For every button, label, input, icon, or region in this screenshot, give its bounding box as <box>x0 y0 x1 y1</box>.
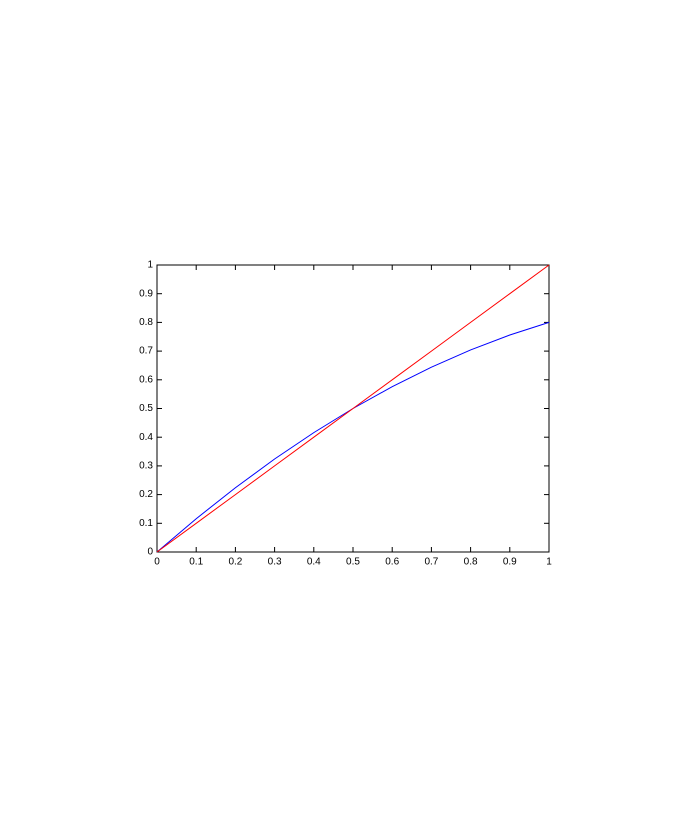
data-line <box>156 264 550 553</box>
x-tick-label: 0.8 <box>464 557 478 568</box>
y-tick-label: 0.1 <box>139 518 153 529</box>
y-tick-label: 0.7 <box>139 346 153 357</box>
y-tick-label: 0 <box>147 547 153 558</box>
x-tick-label: 0.9 <box>503 557 517 568</box>
y-tick-label: 0.9 <box>139 288 153 299</box>
x-tick-label: 0.4 <box>307 557 321 568</box>
y-tick-label: 0.8 <box>139 317 153 328</box>
y-tick-label: 0.2 <box>139 489 153 500</box>
y-tick-label: 0.6 <box>139 374 153 385</box>
x-tick-label: 0.2 <box>228 557 242 568</box>
y-tick-label: 1 <box>147 260 153 271</box>
x-tick-label: 0.1 <box>189 557 203 568</box>
x-tick-label: 0.5 <box>346 557 360 568</box>
x-tick-label: 0.3 <box>268 557 282 568</box>
x-tick-label: 0.7 <box>424 557 438 568</box>
x-tick-label: 0.6 <box>385 557 399 568</box>
x-tick-label: 1 <box>546 557 552 568</box>
x-tick-label: 0 <box>154 557 160 568</box>
y-tick-label: 0.3 <box>139 461 153 472</box>
y-tick-label: 0.4 <box>139 432 153 443</box>
y-tick-label: 0.5 <box>139 403 153 414</box>
